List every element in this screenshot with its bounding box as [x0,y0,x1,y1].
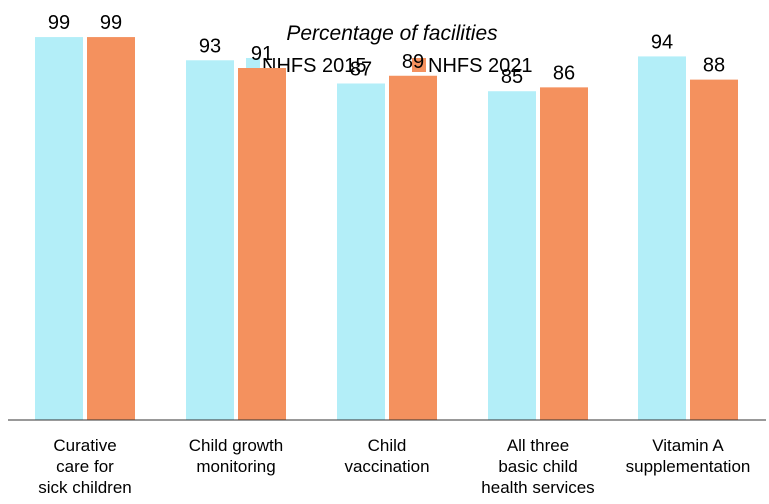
bar-2-series-1 [186,60,234,420]
bar-3-series-1 [337,83,385,420]
value-label-2-series-2: 91 [251,43,273,65]
bar-5-series-1 [638,56,686,420]
bars [35,37,738,421]
category-labels: Curative care for sick children Child growt… [38,436,750,497]
legend-label-2: NHFS 2021 [428,55,533,77]
value-label-1-series-1: 99 [48,12,70,34]
bar-4-series-2 [540,87,588,420]
bar-2-series-2 [238,68,286,421]
chart-title: Percentage of facilities [286,22,498,45]
legend-label-1: NHFS 2015 [262,55,367,77]
bar-1-series-2 [87,37,135,420]
bar-1-series-1 [35,37,83,420]
legend: NHFS 2015 NHFS 2021 [246,55,533,77]
category-label-1: Curative care for sick children [38,436,132,497]
value-labels: 99 99 93 91 87 89 85 86 94 88 [48,12,725,88]
value-label-4-series-1: 85 [501,66,523,88]
legend-swatch-2 [412,58,426,72]
value-label-4-series-2: 86 [553,62,575,84]
value-label-3-series-1: 87 [350,58,372,80]
bar-5-series-2 [690,79,738,420]
value-label-3-series-2: 89 [402,51,424,73]
value-label-2-series-1: 93 [199,35,221,57]
value-label-5-series-2: 88 [703,55,725,77]
category-label-4: All three basic child health services [481,436,594,497]
bar-3-series-2 [389,75,437,421]
category-label-3: Child vaccination [344,436,429,476]
category-label-2: Child growth monitoring [189,436,284,476]
bar-4-series-1 [488,91,536,421]
value-label-5-series-1: 94 [651,31,673,53]
value-label-1-series-2: 99 [100,12,122,34]
